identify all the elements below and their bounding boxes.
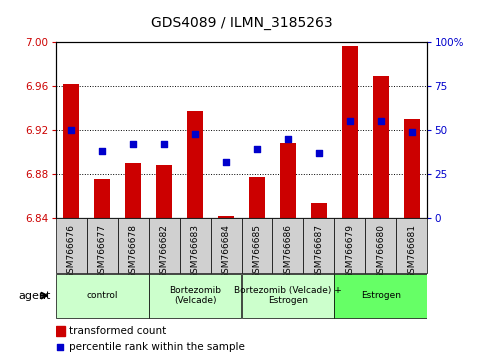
Text: GSM766677: GSM766677 [98, 224, 107, 279]
Point [346, 119, 354, 124]
Bar [280, 143, 296, 218]
Bar [94, 179, 110, 218]
Bar [187, 112, 203, 218]
Bar [342, 46, 358, 218]
Bar [334, 274, 427, 318]
Point [67, 127, 75, 133]
Bar [56, 326, 65, 336]
Point [98, 148, 106, 154]
Text: GSM766680: GSM766680 [376, 224, 385, 279]
Text: agent: agent [18, 291, 51, 301]
Bar [242, 274, 334, 318]
Bar [180, 218, 211, 273]
Bar [86, 218, 117, 273]
Point [160, 141, 168, 147]
Point [191, 131, 199, 136]
Text: Bortezomib
(Velcade): Bortezomib (Velcade) [169, 286, 221, 305]
Text: GSM766686: GSM766686 [284, 224, 293, 279]
Text: GSM766681: GSM766681 [408, 224, 416, 279]
Text: GSM766682: GSM766682 [159, 224, 169, 279]
Point [253, 147, 261, 152]
Point [284, 136, 292, 142]
Text: GSM766676: GSM766676 [67, 224, 75, 279]
Text: GSM766687: GSM766687 [314, 224, 324, 279]
Point [377, 119, 385, 124]
Bar [366, 218, 397, 273]
Text: control: control [86, 291, 118, 300]
Bar [218, 216, 234, 218]
Bar [242, 218, 272, 273]
Bar [56, 218, 86, 273]
Bar [303, 218, 334, 273]
Text: Estrogen: Estrogen [361, 291, 401, 300]
Bar [397, 218, 427, 273]
Text: percentile rank within the sample: percentile rank within the sample [69, 342, 244, 352]
Text: GSM766679: GSM766679 [345, 224, 355, 279]
Text: GSM766678: GSM766678 [128, 224, 138, 279]
Bar [272, 218, 303, 273]
Bar [211, 218, 242, 273]
Bar [311, 204, 327, 218]
Bar [334, 218, 366, 273]
Bar [156, 165, 172, 218]
Point [315, 150, 323, 156]
Bar [149, 274, 242, 318]
Bar [249, 177, 265, 218]
Text: transformed count: transformed count [69, 326, 166, 336]
Point [129, 141, 137, 147]
Bar [373, 76, 389, 218]
Bar [117, 218, 149, 273]
Text: Bortezomib (Velcade) +
Estrogen: Bortezomib (Velcade) + Estrogen [234, 286, 342, 305]
Text: GDS4089 / ILMN_3185263: GDS4089 / ILMN_3185263 [151, 16, 332, 30]
Bar [149, 218, 180, 273]
Text: GSM766683: GSM766683 [190, 224, 199, 279]
Text: GSM766684: GSM766684 [222, 224, 230, 279]
Point [56, 344, 64, 350]
Bar [56, 274, 149, 318]
Text: GSM766685: GSM766685 [253, 224, 261, 279]
Bar [404, 119, 420, 218]
Point [222, 159, 230, 165]
Bar [125, 163, 141, 218]
Bar [63, 84, 79, 218]
Point [408, 129, 416, 135]
